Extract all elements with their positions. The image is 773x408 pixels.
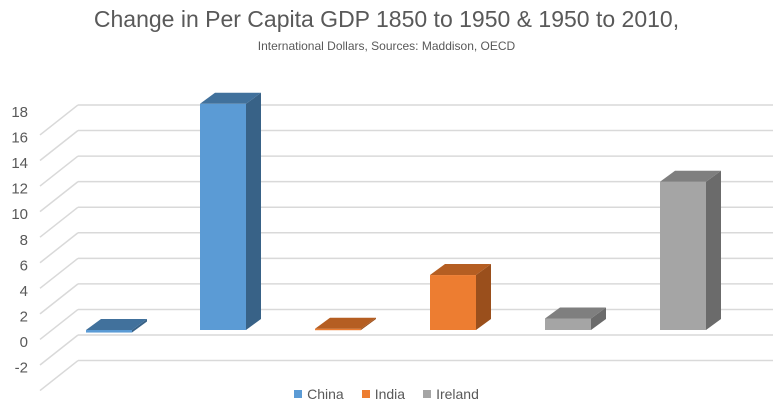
gridline-floor: [39, 334, 79, 366]
gridline-floor: [39, 232, 79, 264]
bar-china: [86, 330, 132, 333]
y-tick-label: 12: [11, 181, 28, 198]
bar-side: [246, 92, 261, 330]
legend-label: China: [307, 386, 344, 402]
bar-side: [132, 319, 147, 333]
bar-top: [200, 92, 261, 104]
bar-top: [430, 264, 491, 276]
gridline-floor: [39, 181, 79, 213]
legend-label: India: [374, 386, 406, 402]
bar-top: [660, 170, 721, 182]
bar-top: [315, 317, 376, 329]
y-tick-label: 0: [20, 334, 28, 351]
legend-item-china: China: [294, 386, 344, 402]
legend-label: Ireland: [436, 386, 479, 402]
bar-china: [200, 103, 246, 330]
gridline-floor: [39, 308, 79, 341]
chart-subtitle: International Dollars, Sources: Maddison…: [257, 39, 516, 53]
gridline-floor: [39, 283, 79, 315]
y-tick-label: 14: [11, 155, 28, 172]
y-tick-label: 10: [11, 206, 28, 223]
gridline-floor: [39, 104, 79, 136]
y-tick-label: 2: [20, 308, 28, 325]
gridline-floor: [39, 206, 79, 238]
bar-india: [430, 275, 476, 330]
bar-top: [545, 307, 606, 319]
bar-ireland: [660, 181, 706, 330]
y-tick-label: 18: [11, 104, 28, 121]
gridline-floor: [39, 155, 79, 187]
y-tick-label: 4: [20, 283, 28, 300]
legend-swatch: [294, 390, 303, 398]
bar-side: [706, 170, 721, 330]
legend-item-india: India: [361, 386, 406, 402]
legend-swatch: [361, 390, 370, 398]
gridline-floor: [39, 129, 79, 162]
chart-title: Change in Per Capita GDP 1850 to 1950 & …: [93, 6, 680, 32]
bar-side: [591, 307, 606, 330]
legend-item-ireland: Ireland: [423, 386, 479, 402]
bar-top: [86, 319, 147, 330]
legend-swatch: [423, 390, 432, 398]
bar-side: [361, 317, 376, 330]
gridline-floor: [39, 257, 79, 289]
y-tick-label: 16: [11, 130, 28, 147]
bar-ireland: [545, 318, 591, 330]
bar-side: [476, 264, 491, 330]
y-tick-label: -2: [15, 360, 28, 377]
gridline-floor: [39, 359, 79, 392]
y-tick-label: 6: [20, 257, 28, 274]
y-tick-label: 8: [20, 232, 28, 249]
bar-india: [315, 328, 361, 331]
legend: China India Ireland: [0, 386, 773, 402]
